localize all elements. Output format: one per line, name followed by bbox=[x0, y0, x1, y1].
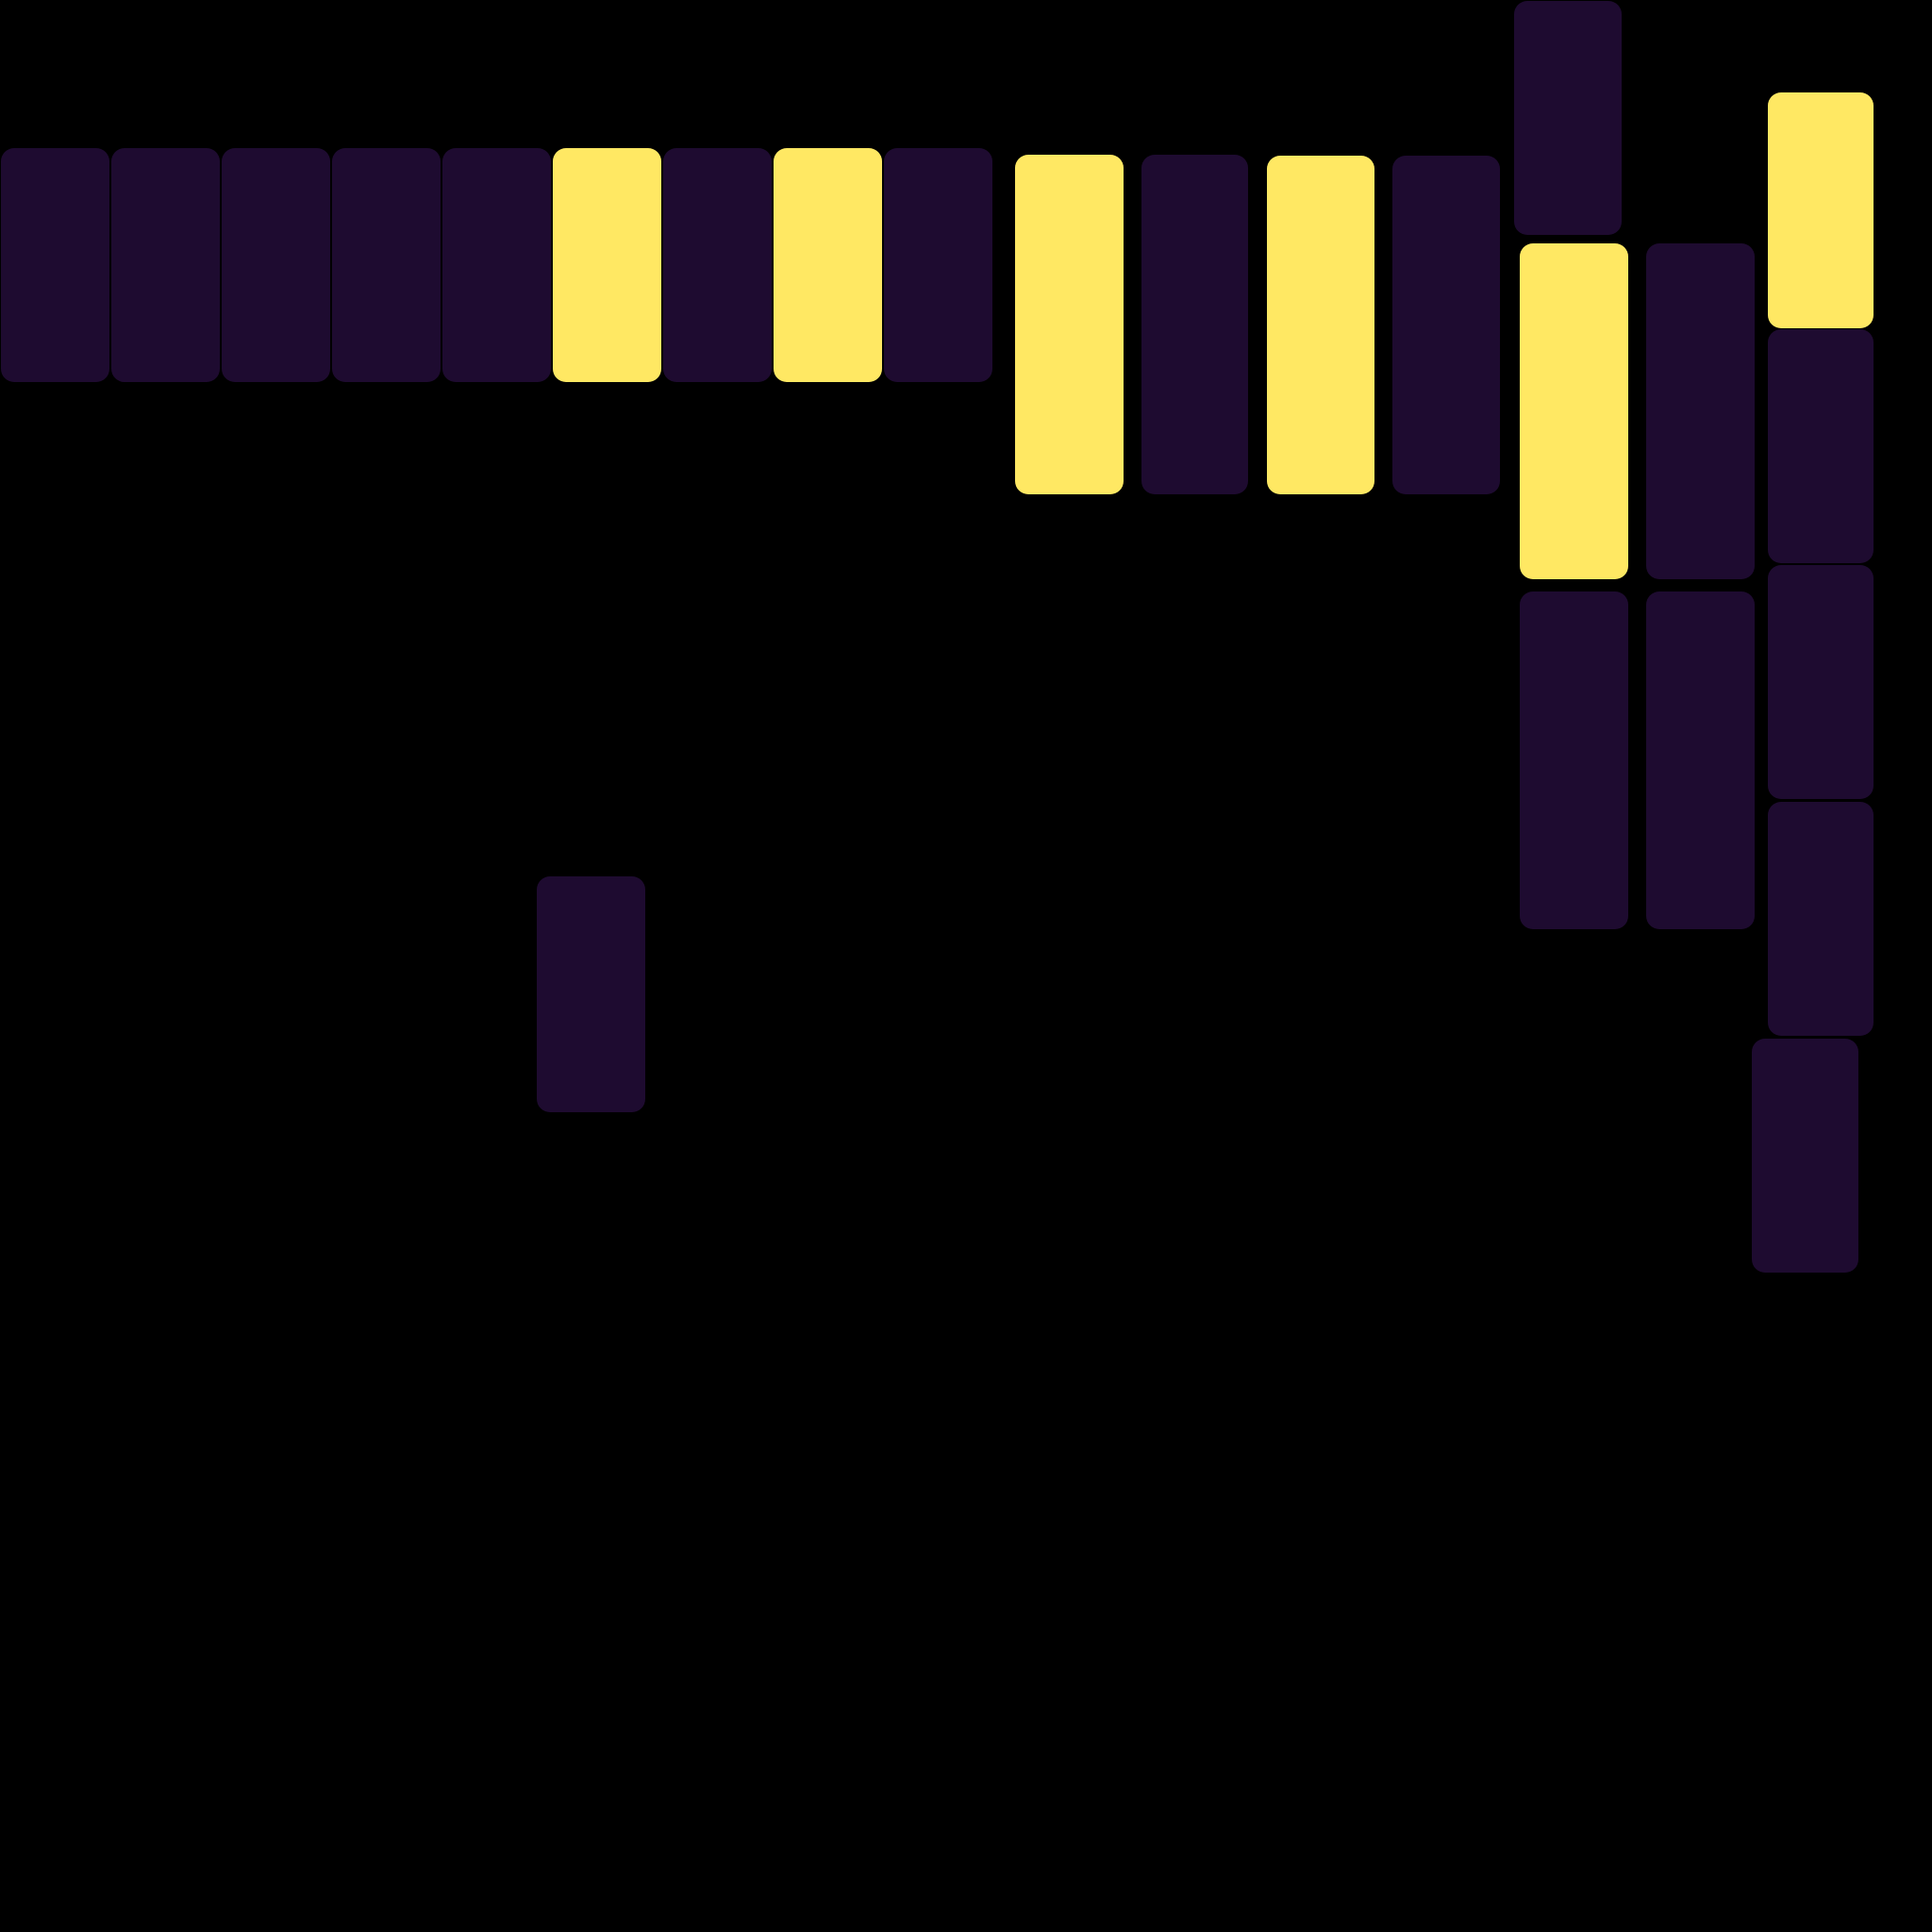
tile-dark[interactable] bbox=[222, 148, 330, 382]
tile-lit[interactable] bbox=[1520, 243, 1628, 579]
tile-lit[interactable] bbox=[1267, 156, 1374, 494]
tile-dark[interactable] bbox=[1752, 1039, 1858, 1273]
tile-dark[interactable] bbox=[111, 148, 220, 382]
tile-lit[interactable] bbox=[553, 148, 661, 382]
tile-dark[interactable] bbox=[1514, 1, 1622, 235]
tile-dark[interactable] bbox=[537, 876, 645, 1112]
tile-dark[interactable] bbox=[1768, 802, 1874, 1036]
tile-dark[interactable] bbox=[442, 148, 551, 382]
tile-dark[interactable] bbox=[884, 148, 992, 382]
tile-dark[interactable] bbox=[1392, 156, 1500, 494]
tile-dark[interactable] bbox=[1646, 243, 1755, 579]
tile-dark[interactable] bbox=[1646, 591, 1755, 929]
tile-dark[interactable] bbox=[1, 148, 109, 382]
tile-dark[interactable] bbox=[332, 148, 441, 382]
tile-lit[interactable] bbox=[1768, 92, 1874, 328]
tile-dark[interactable] bbox=[1520, 591, 1628, 929]
tile-dark[interactable] bbox=[663, 148, 772, 382]
tile-dark[interactable] bbox=[1768, 329, 1874, 563]
tile-lit[interactable] bbox=[774, 148, 882, 382]
tile-lit[interactable] bbox=[1015, 155, 1124, 494]
tile-dark[interactable] bbox=[1768, 565, 1874, 799]
tile-dark[interactable] bbox=[1141, 155, 1248, 494]
